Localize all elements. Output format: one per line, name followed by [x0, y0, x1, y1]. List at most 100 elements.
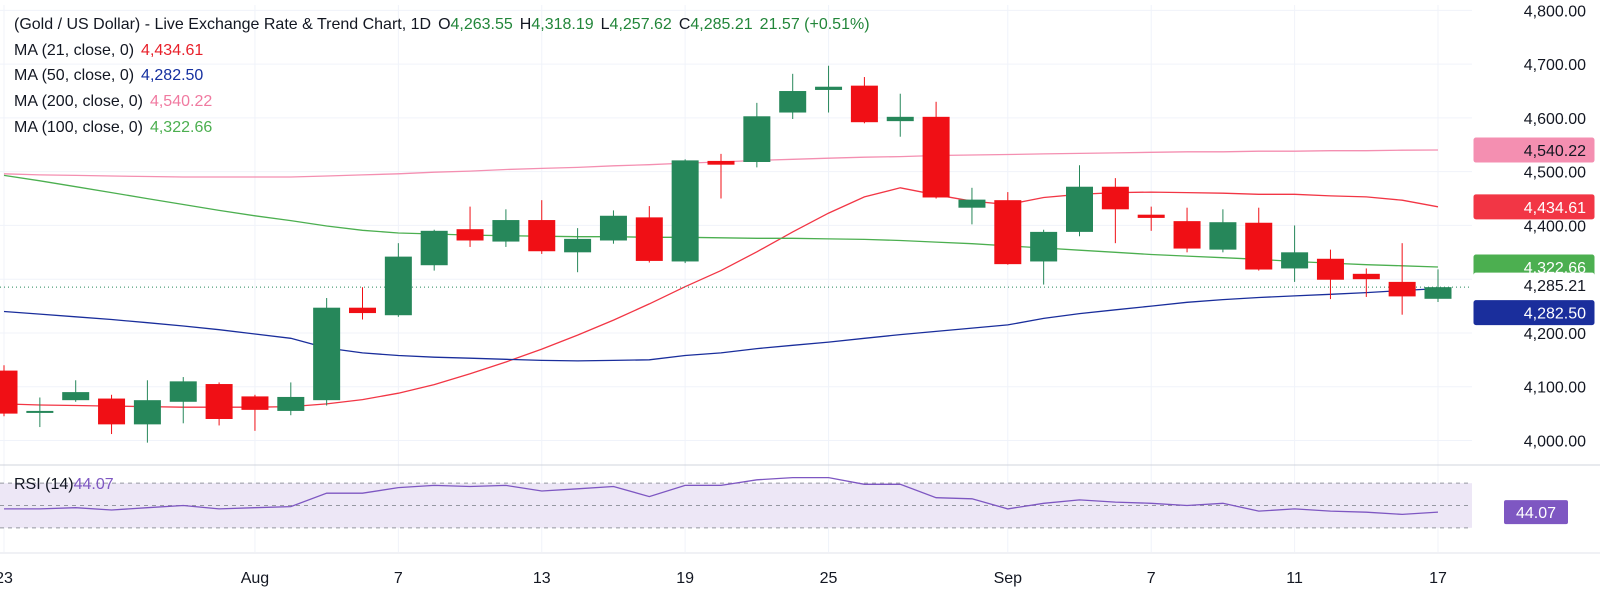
indicator-value: 4,322.66 [149, 118, 213, 136]
candle [205, 382, 233, 426]
price-badge-box [1473, 300, 1595, 326]
candle-body [886, 116, 914, 122]
candle [707, 153, 735, 199]
candle-body [456, 229, 484, 241]
candle [313, 298, 341, 406]
candle [62, 380, 90, 402]
candle-body [420, 230, 448, 266]
candle [994, 192, 1022, 265]
high-label: H [519, 16, 532, 33]
candle [133, 380, 161, 443]
indicator-value: 4,540.22 [149, 93, 213, 111]
indicator-value: 4,434.61 [141, 41, 204, 59]
candle [420, 229, 448, 271]
rsi-badge-box [1504, 500, 1568, 525]
candle-body [635, 217, 663, 261]
indicator-label: MA (200, close, 0) [14, 93, 143, 111]
rsi-badge-label: 44.07 [1516, 505, 1556, 522]
candle-body [313, 307, 341, 401]
rsi-legend[interactable]: RSI (14)44.07 [14, 476, 114, 494]
indicator-label: MA (50, close, 0) [14, 67, 135, 85]
rsi-label: RSI (14) [14, 476, 74, 493]
change-value: 21.57 (+0.51%) [759, 16, 870, 33]
candle-body [349, 307, 376, 314]
price-badge-label: 4,285.21 [1524, 278, 1586, 295]
price-tick-label: 4,200.00 [1524, 326, 1586, 343]
candle-body [1066, 186, 1093, 232]
candle [1173, 207, 1201, 253]
price-badge: 4,540.22 [1473, 137, 1595, 163]
candle [958, 187, 986, 225]
high-value: 4,318.19 [531, 16, 594, 33]
candle [1101, 178, 1129, 244]
candle [1030, 229, 1058, 285]
candle [241, 394, 269, 431]
rsi-badge: 44.07 [1504, 500, 1568, 525]
open-label: O [438, 16, 451, 33]
candle-body [707, 160, 735, 165]
candle-body [1316, 258, 1344, 280]
candles [0, 65, 1452, 443]
price-tick-label: 4,500.00 [1524, 165, 1586, 182]
ma50-line [3, 287, 1439, 362]
price-tick-label: 4,400.00 [1524, 218, 1586, 235]
candle-body [599, 215, 627, 241]
indicator-ma21[interactable]: MA (21, close, 0) 4,434.61 [14, 38, 870, 64]
price-badge-label: 4,434.61 [1524, 200, 1586, 217]
candle [492, 209, 520, 247]
indicator-ma100[interactable]: MA (100, close, 0) 4,322.66 [14, 115, 870, 141]
candle [277, 382, 305, 416]
symbol-title[interactable]: (Gold / US Dollar) - Live Exchange Rate … [14, 16, 432, 33]
candle-body [241, 396, 269, 410]
ma100-line [3, 174, 1439, 268]
candle-body [169, 381, 197, 402]
price-tick-label: 4,100.00 [1524, 380, 1586, 397]
indicator-label: MA (21, close, 0) [14, 41, 135, 59]
time-tick-label: Aug [241, 570, 269, 587]
price-tick-label: 4,800.00 [1524, 3, 1586, 20]
price-badge-label: 4,282.50 [1524, 306, 1586, 323]
time-tick-label: 17 [1429, 570, 1447, 587]
time-tick-label: 25 [820, 570, 838, 587]
price-tick-label: 4,700.00 [1524, 57, 1586, 74]
candle-body [0, 370, 18, 414]
candle [456, 206, 484, 247]
indicator-ma50[interactable]: MA (50, close, 0) 4,282.50 [14, 63, 870, 89]
time-tick-label: 11 [1286, 570, 1303, 587]
price-badge-box [1473, 272, 1595, 298]
candle-body [384, 256, 412, 316]
candle [779, 73, 807, 119]
candle-body [1137, 214, 1165, 218]
candle-body [922, 116, 950, 198]
candle [349, 287, 376, 320]
candle-body [1424, 287, 1452, 299]
candle [564, 228, 592, 273]
candle-body [994, 200, 1022, 265]
candle-body [492, 220, 520, 242]
candle [384, 243, 412, 317]
candle [1209, 209, 1237, 253]
close-label: C [678, 16, 691, 33]
indicator-ma200[interactable]: MA (200, close, 0) 4,540.22 [14, 89, 870, 115]
candle-body [743, 116, 771, 162]
candle-body [1245, 222, 1273, 270]
candle [1281, 225, 1309, 282]
candle [886, 93, 914, 137]
rsi-line [4, 476, 1439, 516]
candle [743, 102, 771, 168]
rsi-value: 44.07 [73, 476, 114, 493]
price-tick-label: 4,600.00 [1524, 111, 1586, 128]
time-tick-label: Sep [994, 570, 1023, 587]
low-label: L [600, 16, 610, 33]
candle [635, 206, 663, 263]
candle-body [528, 220, 556, 252]
indicator-label: MA (100, close, 0) [14, 118, 143, 136]
candle [26, 397, 54, 428]
candle [1066, 165, 1093, 237]
candle [599, 210, 627, 244]
symbol-ohlc-row: (Gold / US Dollar) - Live Exchange Rate … [14, 12, 870, 38]
candle [850, 77, 878, 124]
candle-body [779, 91, 807, 113]
candle [1424, 269, 1452, 302]
